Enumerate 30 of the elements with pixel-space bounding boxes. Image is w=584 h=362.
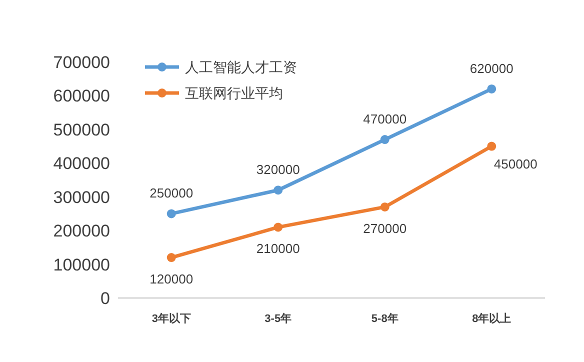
data-label: 250000 bbox=[150, 186, 194, 201]
legend-label: 互联网行业平均 bbox=[185, 85, 283, 101]
data-label: 320000 bbox=[256, 162, 300, 178]
x-tick-label: 8年以上 bbox=[472, 312, 512, 325]
y-tick-label: 400000 bbox=[53, 154, 110, 174]
y-tick-label: 300000 bbox=[53, 188, 110, 207]
point bbox=[487, 142, 496, 151]
y-tick-label: 700000 bbox=[53, 53, 110, 72]
data-label: 450000 bbox=[494, 156, 538, 172]
point bbox=[274, 222, 283, 232]
data-label: 470000 bbox=[363, 112, 407, 127]
point bbox=[166, 209, 176, 218]
data-label: 210000 bbox=[256, 241, 300, 256]
y-tick-label: 200000 bbox=[53, 222, 110, 241]
x-tick-label: 3年以下 bbox=[152, 312, 191, 325]
y-tick-label: 600000 bbox=[53, 86, 110, 106]
legend-label: 人工智能人才工资 bbox=[185, 59, 297, 75]
data-label: 270000 bbox=[363, 220, 407, 236]
point bbox=[380, 202, 390, 212]
data-label: 120000 bbox=[150, 272, 194, 287]
y-tick-label: 500000 bbox=[53, 120, 110, 140]
point bbox=[166, 253, 176, 262]
y-tick-label: 100000 bbox=[53, 255, 110, 274]
point bbox=[380, 135, 390, 144]
point bbox=[274, 186, 283, 195]
x-tick-label: 5-8年 bbox=[371, 312, 398, 325]
y-tick-label: 0 bbox=[100, 289, 110, 308]
x-tick-label: 3-5年 bbox=[264, 312, 292, 325]
point bbox=[487, 84, 496, 94]
data-label: 620000 bbox=[470, 60, 514, 76]
